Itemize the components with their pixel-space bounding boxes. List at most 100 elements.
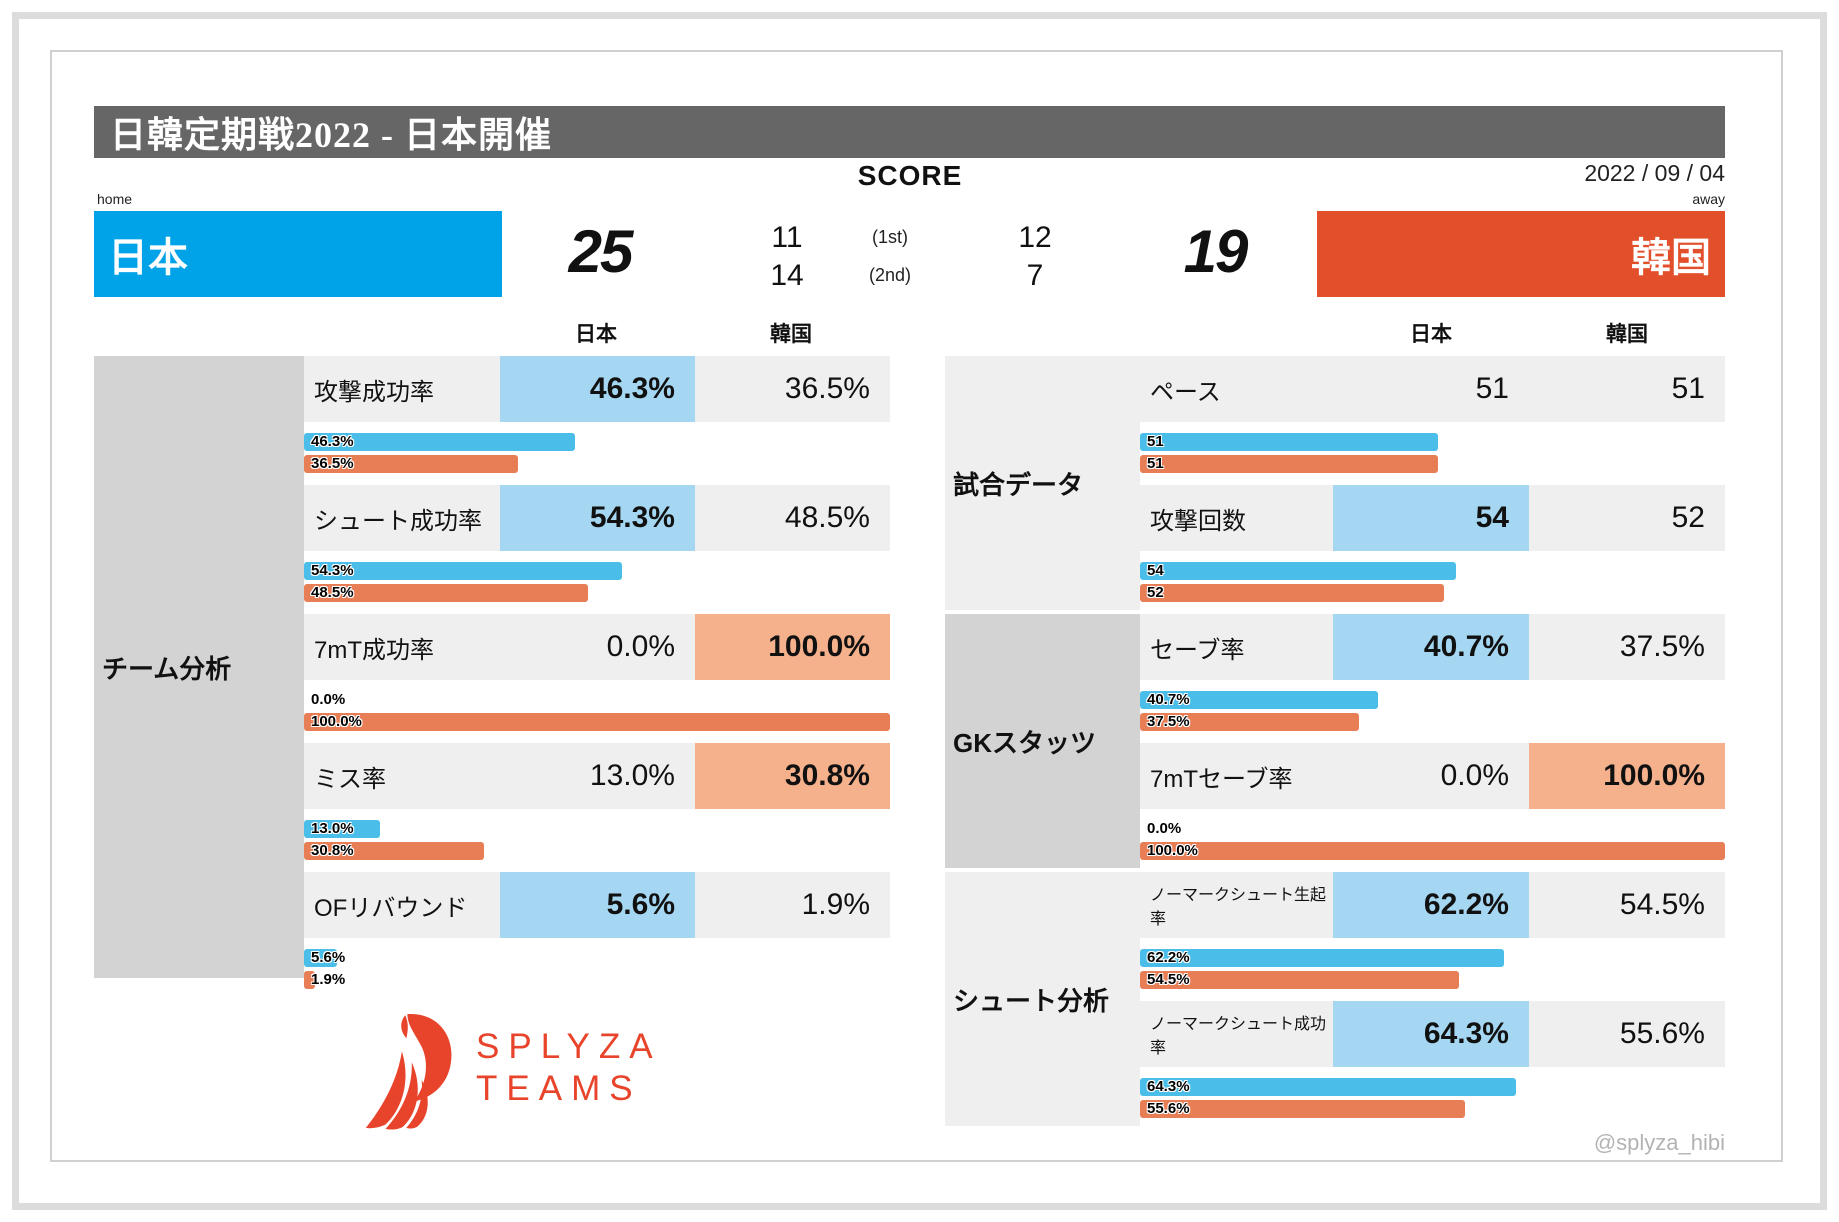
bar-value-label: 54 — [1147, 562, 1164, 579]
team-analysis-table: チーム分析 攻撃成功率 46.3% 36.5% 46.3% 36.5% シュート成功率 54… — [94, 356, 890, 1001]
bar-japan — [304, 562, 623, 580]
twitter-handle: @splyza_hibi — [1593, 1130, 1725, 1155]
bar-value-label: 54.3% — [311, 562, 354, 579]
score-heading: SCORE — [857, 160, 963, 191]
bar-korea — [304, 584, 589, 602]
value-cell-korea: 36.5% — [784, 372, 870, 405]
section-label: チーム分析 — [102, 653, 232, 684]
value-cell-japan: 62.2% — [1333, 872, 1529, 938]
stat-row: ノーマークシュート成功率 64.3% 55.6% — [1140, 1001, 1725, 1067]
bar-value-label: 62.2% — [1147, 949, 1190, 966]
splyza-teams-logo: SPLYZA TEAMS — [348, 1012, 662, 1130]
page-title: 日韓定期戦2022 - 日本開催 — [110, 115, 552, 155]
bar-row: 51 — [1140, 433, 1725, 451]
section-label: シュート分析 — [953, 985, 1110, 1016]
left-column-headers: 日本 韓国 — [94, 318, 890, 348]
bar-korea — [1140, 713, 1360, 731]
bar-row: 0.0% — [304, 691, 890, 709]
bar-japan — [304, 949, 337, 967]
bar-row: 30.8% — [304, 842, 890, 860]
bar-row: 100.0% — [1140, 842, 1725, 860]
second-half-label: (2nd) — [868, 265, 912, 285]
bar-korea — [1140, 842, 1725, 860]
stat-row: シュート成功率 54.3% 48.5% — [304, 485, 890, 551]
bar-row: 64.3% — [1140, 1078, 1725, 1096]
bar-japan — [1140, 691, 1379, 709]
section-label: GKスタッツ — [953, 727, 1097, 758]
away-score: 19 — [1183, 218, 1249, 285]
bar-value-label: 36.5% — [311, 455, 354, 472]
home-team-bar: 日本 — [94, 211, 502, 297]
bar-japan — [304, 433, 576, 451]
logo-line2: TEAMS — [476, 1069, 642, 1108]
stat-row: ノーマークシュート生起率 62.2% 54.5% — [1140, 872, 1725, 938]
right-column-headers: 日本 韓国 — [945, 318, 1725, 348]
phoenix-icon — [365, 1014, 452, 1130]
value-cell-japan: 54.3% — [500, 485, 695, 551]
stat-label: シュート成功率 — [314, 507, 482, 535]
bar-row: 40.7% — [1140, 691, 1725, 709]
bar-row: 54.3% — [304, 562, 890, 580]
bar-row: 51 — [1140, 455, 1725, 473]
bar-row: 54.5% — [1140, 971, 1725, 989]
away-team-name: 韓国 — [1631, 236, 1711, 280]
home-team-name: 日本 — [108, 236, 188, 280]
logo-line1: SPLYZA — [476, 1027, 662, 1066]
value-cell-japan: 64.3% — [1333, 1001, 1529, 1067]
bar-value-label: 100.0% — [311, 713, 362, 730]
stat-label: ノーマークシュート成功率 — [1150, 1016, 1327, 1057]
bar-value-label: 5.6% — [311, 949, 346, 966]
stat-label: ペース — [1150, 378, 1221, 406]
bar-value-label: 13.0% — [311, 820, 354, 837]
bar-value-label: 0.0% — [311, 691, 346, 708]
bar-row: 5.6% — [304, 949, 890, 967]
bar-row: 62.2% — [1140, 949, 1725, 967]
bar-japan — [1140, 562, 1456, 580]
stat-label: OFリバウンド — [314, 894, 468, 922]
korea-column-header: 韓国 — [770, 323, 812, 346]
bar-korea — [1140, 584, 1445, 602]
value-cell-korea: 30.8% — [695, 743, 890, 809]
bar-japan — [1140, 433, 1439, 451]
bar-row: 48.5% — [304, 584, 890, 602]
stat-label: 攻撃回数 — [1150, 507, 1246, 535]
value-cell-korea: 52 — [1671, 501, 1705, 534]
section-rows: セーブ率 40.7% 37.5% 40.7% 37.5% 7mTセーブ率 0.0% 100.0… — [1140, 614, 1725, 872]
stat-row: 攻撃回数 54 52 — [1140, 485, 1725, 551]
team-analysis-rows: 攻撃成功率 46.3% 36.5% 46.3% 36.5% シュート成功率 54.3% 48.… — [304, 356, 890, 1001]
bar-value-label: 52 — [1147, 584, 1164, 601]
first-half-label: (1st) — [872, 227, 908, 247]
value-cell-korea: 100.0% — [1529, 743, 1725, 809]
value-cell-japan: 40.7% — [1333, 614, 1529, 680]
stat-label: ノーマークシュート生起率 — [1150, 887, 1327, 928]
value-cell-korea: 1.9% — [801, 888, 870, 921]
section-team-analysis: チーム分析 — [94, 356, 304, 978]
stat-row: ペース 51 51 — [1140, 356, 1725, 422]
value-cell-korea: 48.5% — [784, 501, 870, 534]
home-tag: home — [97, 191, 133, 207]
bar-row: 0.0% — [1140, 820, 1725, 838]
bar-value-label: 100.0% — [1147, 842, 1198, 859]
bar-value-label: 40.7% — [1147, 691, 1190, 708]
stat-label: 攻撃成功率 — [314, 378, 434, 406]
section-rows: ペース 51 51 51 51 攻撃回数 54 52 54 52 — [1140, 356, 1725, 614]
value-cell-japan: 0.0% — [606, 630, 675, 663]
value-cell-korea: 54.5% — [1619, 888, 1705, 921]
bar-korea — [1140, 455, 1439, 473]
bar-row: 100.0% — [304, 713, 890, 731]
scoreboard: 日本 25 11 14 (1st) (2nd) 12 7 19 韓国 — [0, 211, 1839, 297]
korea-column-header: 韓国 — [1606, 323, 1648, 346]
home-first-half: 11 — [771, 221, 803, 254]
bar-value-label: 48.5% — [311, 584, 354, 601]
bar-value-label: 51 — [1147, 455, 1164, 472]
bar-row: 36.5% — [304, 455, 890, 473]
stat-row: ミス率 13.0% 30.8% — [304, 743, 890, 809]
title-bar: 日韓定期戦2022 - 日本開催 — [94, 106, 1725, 158]
away-second-half: 7 — [1026, 259, 1044, 292]
stat-row: 7mT成功率 0.0% 100.0% — [304, 614, 890, 680]
bar-value-label: 64.3% — [1147, 1078, 1190, 1095]
japan-column-header: 日本 — [1410, 323, 1452, 346]
bar-value-label: 37.5% — [1147, 713, 1190, 730]
section-label: 試合データ — [953, 469, 1084, 500]
value-cell-korea: 51 — [1671, 372, 1705, 405]
